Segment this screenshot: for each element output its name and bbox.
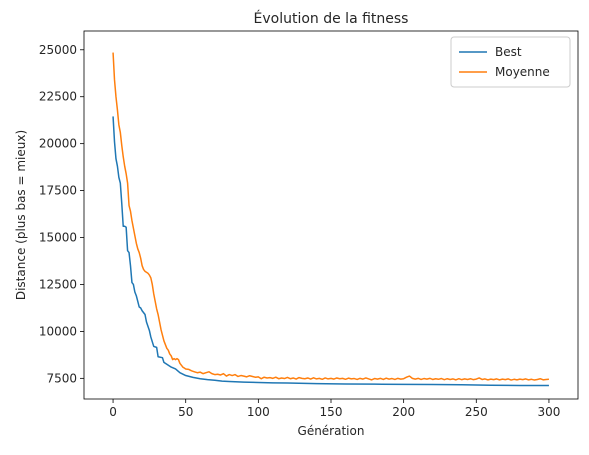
legend-entry-best: Best xyxy=(495,45,522,59)
legend: Best Moyenne xyxy=(450,36,571,88)
x-axis-ticks: 0 50 100 150 200 250 300 xyxy=(109,399,560,419)
x-tick-label: 100 xyxy=(247,405,270,419)
y-tick-label: 17500 xyxy=(39,184,77,198)
x-tick-label: 300 xyxy=(537,405,560,419)
x-axis-label: Génération xyxy=(298,424,365,438)
series-line-best xyxy=(112,116,549,387)
y-tick-label: 10000 xyxy=(39,324,77,338)
x-tick-label: 200 xyxy=(392,405,415,419)
legend-entry-moyenne: Moyenne xyxy=(495,65,550,79)
x-tick-label: 250 xyxy=(465,405,488,419)
legend-box xyxy=(450,36,571,88)
x-tick-label: 50 xyxy=(178,405,193,419)
y-tick-label: 25000 xyxy=(39,43,77,57)
y-axis-label: Distance (plus bas = mieux) xyxy=(14,130,28,300)
y-tick-label: 7500 xyxy=(46,371,77,385)
y-tick-label: 22500 xyxy=(39,90,77,104)
y-tick-label: 20000 xyxy=(39,137,77,151)
chart-title: Évolution de la fitness xyxy=(254,10,409,27)
x-tick-label: 150 xyxy=(320,405,343,419)
y-tick-label: 12500 xyxy=(39,277,77,291)
series-layer xyxy=(112,52,549,387)
y-tick-label: 15000 xyxy=(39,231,77,245)
x-tick-label: 0 xyxy=(109,405,117,419)
series-line-moyenne xyxy=(112,52,549,381)
y-axis-ticks: 7500 10000 12500 15000 17500 20000 22500 25000 xyxy=(39,43,84,385)
